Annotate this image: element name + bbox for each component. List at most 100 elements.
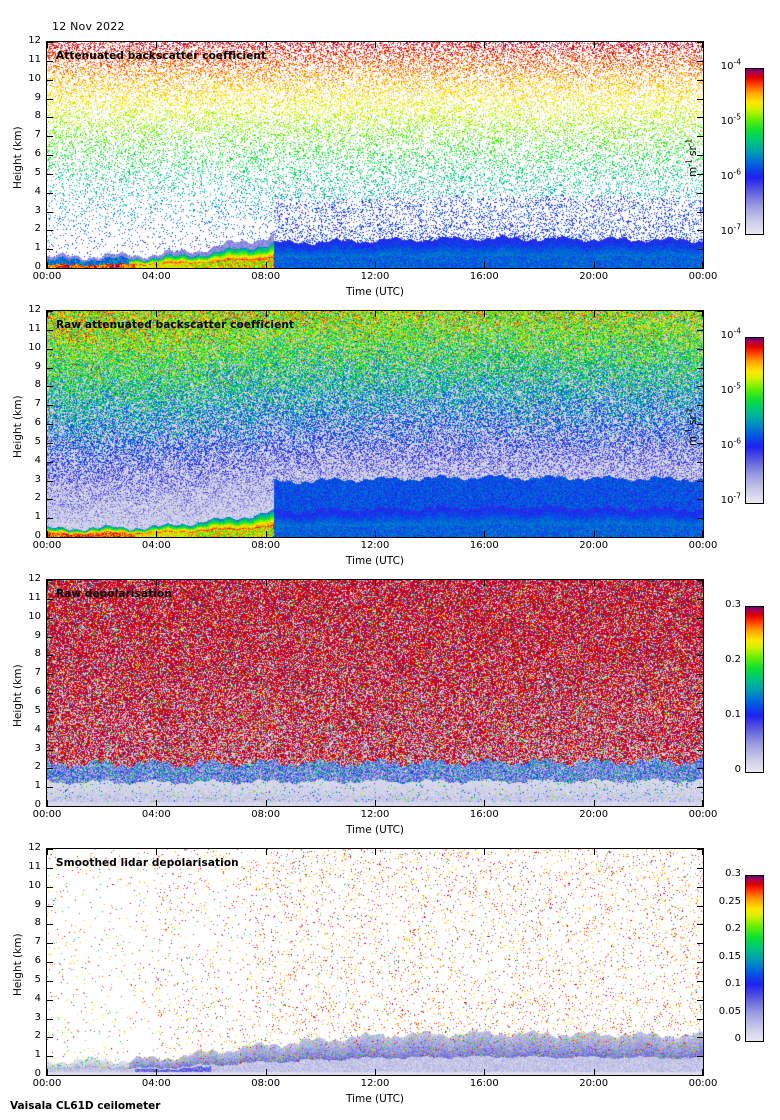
ytick-mark-right xyxy=(697,98,703,100)
colorbar-tick-label: 0.15 xyxy=(718,950,741,962)
xtick-mark xyxy=(702,262,703,268)
ytick-mark xyxy=(47,1056,53,1058)
ytick-label: 11 xyxy=(28,860,41,872)
ytick-mark-right xyxy=(697,117,703,119)
panel-title-smoothed-lidar-depolarisation: Smoothed lidar depolarisation xyxy=(56,857,239,869)
ytick-mark xyxy=(47,980,53,982)
ytick-label: 9 xyxy=(34,629,41,641)
xtick-mark-top xyxy=(484,311,486,317)
xtick-label: 20:00 xyxy=(579,1078,609,1089)
colorbar-tick-label: 0 xyxy=(734,764,741,775)
ytick-mark xyxy=(47,537,53,538)
plot-area-smoothed-lidar-depolarisation[interactable] xyxy=(46,848,704,1076)
ytick-mark-right xyxy=(697,1075,703,1076)
ytick-label: 6 xyxy=(34,686,41,697)
xtick-label: 12:00 xyxy=(360,540,390,551)
ytick-label: 12 xyxy=(28,842,41,853)
ytick-label: 0 xyxy=(34,1068,41,1079)
ytick-mark xyxy=(47,348,53,350)
ytick-mark-right xyxy=(697,580,703,581)
ytick-mark xyxy=(47,79,53,81)
xtick-label: 00:00 xyxy=(32,540,62,551)
xtick-mark-top xyxy=(156,42,158,48)
xtick-mark xyxy=(484,262,486,268)
heatmap-canvas-attenuated-backscatter xyxy=(47,42,703,268)
ytick-mark xyxy=(47,311,53,312)
ytick-mark xyxy=(47,867,53,869)
ytick-mark xyxy=(47,693,53,694)
ytick-mark-right xyxy=(697,1018,703,1020)
ytick-label: 3 xyxy=(34,1011,41,1023)
ytick-mark-right xyxy=(697,424,703,425)
plot-area-raw-depolarisation[interactable] xyxy=(46,579,704,807)
xtick-mark xyxy=(702,1069,703,1075)
xtick-mark-top xyxy=(702,580,703,586)
ytick-mark xyxy=(47,98,53,100)
ytick-mark xyxy=(47,924,53,926)
ytick-label: 3 xyxy=(34,204,41,216)
xtick-label: 08:00 xyxy=(251,271,281,282)
xtick-mark-top xyxy=(47,42,48,48)
xtick-mark xyxy=(702,800,703,806)
y-axis-label: Height (km) xyxy=(12,664,24,727)
instrument-footer: Vaisala CL61D ceilometer xyxy=(10,1100,161,1112)
xtick-label: 16:00 xyxy=(469,540,499,551)
colorbar-attenuated-backscatter xyxy=(745,68,764,235)
xtick-mark-top xyxy=(265,42,267,48)
ytick-mark xyxy=(47,674,53,676)
xtick-mark xyxy=(375,1069,376,1075)
ytick-mark-right xyxy=(697,749,703,751)
ytick-label: 9 xyxy=(34,91,41,103)
x-axis-label: Time (UTC) xyxy=(345,824,405,836)
ytick-mark xyxy=(47,211,53,213)
ytick-mark-right xyxy=(697,924,703,926)
ytick-mark xyxy=(47,849,53,850)
ytick-mark-right xyxy=(697,268,703,269)
ytick-mark-right xyxy=(697,1037,703,1039)
ytick-label: 4 xyxy=(34,454,41,466)
ytick-label: 7 xyxy=(34,667,41,679)
panel-title-raw-depolarisation: Raw depolarisation xyxy=(56,588,172,600)
xtick-mark xyxy=(156,262,158,268)
colorbar-tick-label: 0.2 xyxy=(725,654,741,665)
ytick-mark xyxy=(47,136,53,138)
colorbar-tick-label: 10-5 xyxy=(720,112,741,127)
xtick-mark-top xyxy=(375,42,376,48)
ytick-label: 7 xyxy=(34,936,41,948)
ytick-mark-right xyxy=(697,405,703,407)
xtick-mark-top xyxy=(265,849,267,855)
xtick-label: 04:00 xyxy=(141,271,171,282)
date-title: 12 Nov 2022 xyxy=(52,20,125,33)
xtick-mark-top xyxy=(375,311,376,317)
colorbar-canvas xyxy=(746,607,763,772)
ytick-mark-right xyxy=(697,962,703,963)
ytick-label: 11 xyxy=(28,53,41,65)
ytick-mark-right xyxy=(697,655,703,657)
plot-area-attenuated-backscatter[interactable] xyxy=(46,41,704,269)
ytick-mark-right xyxy=(697,442,703,444)
colorbar-tick-label: 0 xyxy=(734,1033,741,1044)
ytick-mark-right xyxy=(697,311,703,312)
xtick-label: 00:00 xyxy=(32,1078,62,1089)
xtick-label: 04:00 xyxy=(141,1078,171,1089)
ytick-mark xyxy=(47,60,53,62)
xtick-mark-top xyxy=(702,42,703,48)
ytick-mark-right xyxy=(697,617,703,619)
ytick-label: 3 xyxy=(34,742,41,754)
ytick-label: 7 xyxy=(34,129,41,141)
xtick-mark xyxy=(484,800,486,806)
xtick-label: 16:00 xyxy=(469,809,499,820)
ytick-mark xyxy=(47,730,53,732)
ytick-mark xyxy=(47,1018,53,1020)
colorbar-tick-label: 10-4 xyxy=(720,326,741,341)
ytick-mark-right xyxy=(697,60,703,62)
xtick-mark xyxy=(265,262,267,268)
ytick-mark xyxy=(47,787,53,789)
xtick-mark xyxy=(593,1069,595,1075)
ytick-mark xyxy=(47,617,53,619)
xtick-label: 04:00 xyxy=(141,540,171,551)
xtick-label: 00:00 xyxy=(688,271,718,282)
plot-area-raw-attenuated-backscatter[interactable] xyxy=(46,310,704,538)
xtick-label: 12:00 xyxy=(360,809,390,820)
colorbar-tick-label: 10-4 xyxy=(720,57,741,72)
